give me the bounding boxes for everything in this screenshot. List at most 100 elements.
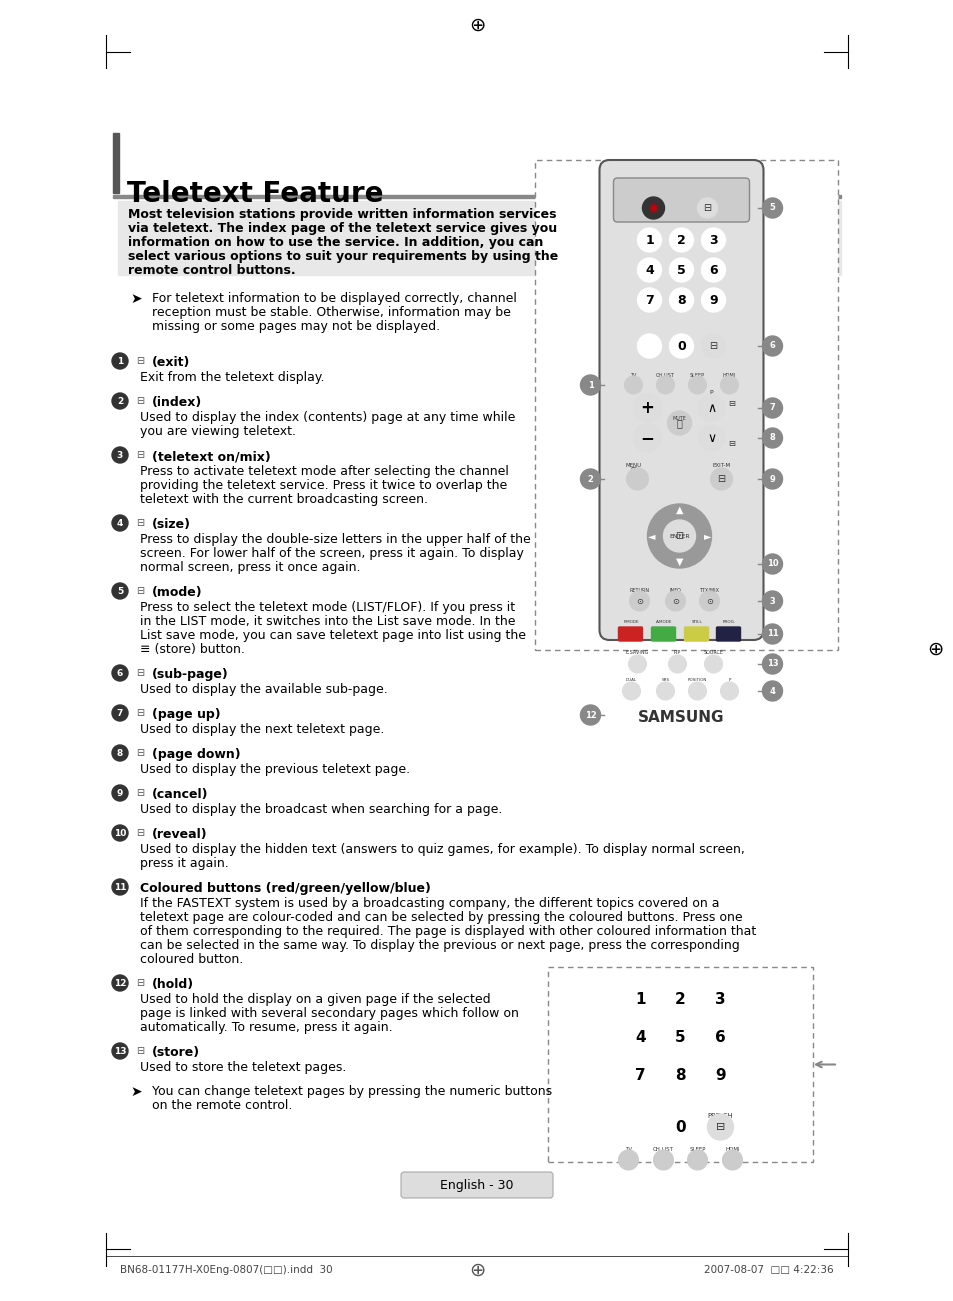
Text: ⊕: ⊕ [926, 640, 943, 658]
Text: 9: 9 [769, 475, 775, 484]
Text: 2007-08-07  □□ 4:22:36: 2007-08-07 □□ 4:22:36 [703, 1265, 833, 1275]
Circle shape [112, 665, 128, 680]
Text: in the LIST mode, it switches into the List save mode. In the: in the LIST mode, it switches into the L… [140, 615, 515, 628]
Bar [112, 133, 119, 193]
Text: coloured button.: coloured button. [140, 954, 243, 967]
Circle shape [112, 448, 128, 463]
Circle shape [669, 228, 693, 252]
Text: ⊟: ⊟ [702, 203, 711, 213]
Text: 8: 8 [769, 433, 775, 442]
Circle shape [622, 682, 639, 700]
Text: Exit from the teletext display.: Exit from the teletext display. [140, 371, 324, 384]
Text: PROG.: PROG. [722, 621, 736, 624]
Text: SLEEP: SLEEP [688, 1147, 705, 1151]
Circle shape [637, 334, 660, 358]
Text: 10: 10 [113, 829, 126, 838]
Circle shape [761, 428, 781, 448]
Text: ►: ► [703, 531, 711, 541]
Text: ⊟: ⊟ [717, 474, 725, 484]
Circle shape [707, 1114, 733, 1140]
Text: 10: 10 [766, 559, 778, 569]
Text: ENTER: ENTER [668, 533, 689, 539]
Circle shape [579, 705, 599, 725]
Text: 3: 3 [715, 991, 725, 1007]
Text: Press to display the double-size letters in the upper half of the: Press to display the double-size letters… [140, 533, 530, 546]
Text: ⊟: ⊟ [136, 708, 144, 718]
Text: 7: 7 [116, 709, 123, 717]
Circle shape [628, 654, 646, 673]
Text: ⊟: ⊟ [727, 438, 734, 448]
Circle shape [700, 334, 724, 358]
Circle shape [665, 591, 685, 611]
Bar [118, 200, 841, 275]
Text: -/-: -/- [645, 334, 653, 341]
Text: ⊟: ⊟ [136, 1046, 144, 1056]
Text: ➤: ➤ [130, 1085, 141, 1099]
Text: ◄: ◄ [647, 531, 655, 541]
Text: MENU: MENU [625, 463, 640, 468]
Text: ⊟: ⊟ [136, 585, 144, 596]
Text: automatically. To resume, press it again.: automatically. To resume, press it again… [140, 1021, 393, 1034]
Circle shape [710, 468, 732, 490]
Text: ⊙: ⊙ [705, 596, 712, 605]
Text: 3: 3 [117, 450, 123, 459]
Text: ⊟: ⊟ [136, 450, 144, 461]
Circle shape [637, 228, 660, 252]
Text: 3: 3 [769, 596, 775, 605]
Text: Teletext Feature: Teletext Feature [127, 180, 383, 208]
Circle shape [761, 398, 781, 418]
Circle shape [699, 591, 719, 611]
Circle shape [669, 334, 693, 358]
Text: Most television stations provide written information services: Most television stations provide written… [128, 208, 556, 221]
Circle shape [761, 680, 781, 701]
Text: ≡ (store) button.: ≡ (store) button. [140, 643, 245, 656]
FancyBboxPatch shape [618, 627, 641, 641]
Circle shape [706, 985, 734, 1013]
Circle shape [761, 198, 781, 219]
Circle shape [579, 468, 599, 489]
Circle shape [761, 336, 781, 356]
Circle shape [641, 196, 664, 219]
Text: ▼: ▼ [675, 557, 682, 567]
Text: 6: 6 [708, 264, 717, 277]
Circle shape [112, 353, 128, 369]
Text: 5: 5 [769, 203, 775, 212]
Text: providing the teletext service. Press it twice to overlap the: providing the teletext service. Press it… [140, 479, 507, 492]
Text: 3: 3 [708, 233, 717, 246]
Text: 1: 1 [117, 356, 123, 366]
Circle shape [761, 554, 781, 574]
Text: If the FASTEXT system is used by a broadcasting company, the different topics co: If the FASTEXT system is used by a broad… [140, 896, 719, 909]
Text: E.SAVING: E.SAVING [625, 650, 648, 654]
Circle shape [666, 1062, 694, 1089]
Circle shape [761, 654, 781, 674]
Circle shape [637, 288, 660, 312]
FancyBboxPatch shape [613, 178, 749, 222]
Circle shape [656, 376, 674, 394]
Circle shape [666, 1112, 694, 1141]
Text: 5: 5 [117, 587, 123, 596]
Circle shape [687, 1150, 707, 1170]
Text: 11: 11 [113, 882, 126, 891]
Text: TTX/MIX: TTX/MIX [699, 588, 719, 593]
Text: SOURCE: SOURCE [692, 193, 718, 196]
Text: EXIT-M: EXIT-M [712, 463, 730, 468]
Text: ⊕: ⊕ [468, 16, 485, 35]
Circle shape [626, 468, 648, 490]
Circle shape [112, 705, 128, 721]
Text: P.MODE: P.MODE [623, 621, 639, 624]
Text: 7: 7 [635, 1068, 645, 1082]
Text: (sub-page): (sub-page) [152, 667, 229, 680]
Text: you are viewing teletext.: you are viewing teletext. [140, 425, 295, 438]
Text: ▲: ▲ [675, 505, 682, 515]
Circle shape [629, 591, 649, 611]
Text: DUAL: DUAL [625, 678, 637, 682]
Circle shape [669, 288, 693, 312]
FancyBboxPatch shape [547, 967, 812, 1162]
Text: 12: 12 [584, 710, 596, 719]
Text: (index): (index) [152, 396, 202, 409]
Text: Coloured buttons (red/green/yellow/blue): Coloured buttons (red/green/yellow/blue) [140, 882, 431, 895]
Text: (hold): (hold) [152, 978, 193, 991]
Text: RETURN: RETURN [629, 588, 649, 593]
Text: TV: TV [624, 1147, 631, 1151]
Text: CH.LIST: CH.LIST [653, 1147, 673, 1151]
